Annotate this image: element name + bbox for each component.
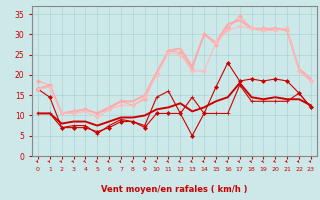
X-axis label: Vent moyen/en rafales ( km/h ): Vent moyen/en rafales ( km/h ) <box>101 185 248 194</box>
